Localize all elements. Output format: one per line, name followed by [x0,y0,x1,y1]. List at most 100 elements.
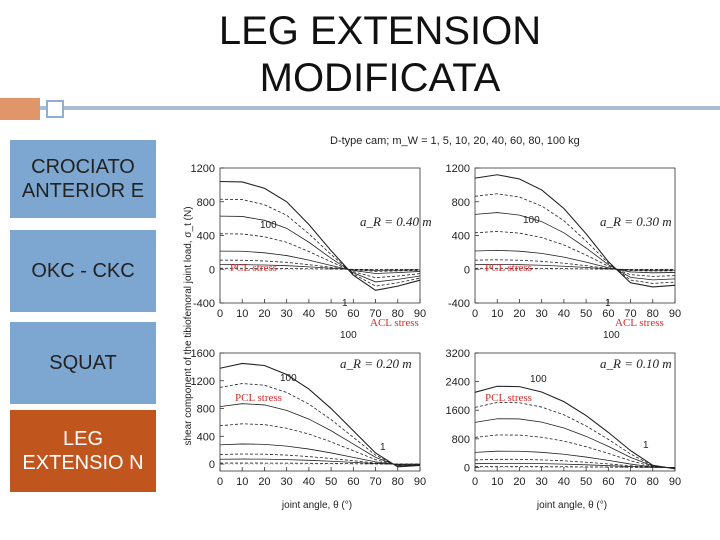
x-tick-label: 70 [369,476,381,488]
x-tick-label: 10 [491,476,503,488]
x-tick-label: 10 [236,308,248,320]
x-tick-label: 10 [491,308,503,320]
series-line-60-kg [474,418,676,469]
y-tick-label: -400 [448,298,470,310]
sidebar-item-crociato-anteriore[interactable]: CROCIATO ANTERIOR E [10,140,156,218]
series-line-20-kg [219,443,421,466]
x-tick-label: 80 [392,308,404,320]
series-line-80-kg [219,383,421,467]
x-tick-label: 30 [536,476,548,488]
x-tick-label: 70 [369,308,381,320]
series-min-label: 1 [605,298,611,309]
acl-stress-label: ACL stress [615,317,664,329]
x-tick-label: 0 [217,476,223,488]
y-tick-label: 800 [452,434,470,446]
plot-frame [474,167,676,304]
x-tick-label: 90 [414,476,426,488]
y-tick-label: 1600 [191,348,215,360]
series-line-1-kg [220,267,421,270]
x-tick-label: 70 [624,308,636,320]
x-tick-label: 80 [647,476,659,488]
sidebar-item-leg-extension[interactable]: LEG EXTENSIO N [10,410,156,492]
panel-title: a_R = 0.20 m [340,356,412,371]
y-tick-label: -400 [193,298,215,310]
series-line-10-kg [474,458,676,468]
y-tick-label: 800 [452,197,470,209]
y-tick-label: 0 [464,264,470,276]
x-tick-label: 20 [513,308,525,320]
series-line-100-kg [474,385,676,470]
acl-stress-label: ACL stress [370,317,419,329]
series-max-label: 100 [280,373,297,384]
x-tick-label: 10 [236,476,248,488]
series-line-80-kg [474,193,676,284]
y-tick-label: 3200 [446,348,470,360]
x-tick-label: 60 [347,308,359,320]
x-axis-label-right: joint angle, θ (°) [536,500,607,511]
x-tick-label: 20 [258,308,270,320]
y-tick-label: 400 [197,231,215,243]
x-tick-label: 90 [669,476,681,488]
panel-title: a_R = 0.10 m [600,356,672,371]
series-line-20-kg [219,250,421,274]
series-line-5-kg [474,264,676,271]
series-min-label: 1 [380,442,386,453]
x-axis-label-left: joint angle, θ (°) [281,500,352,511]
pcl-stress-label: PCL stress [235,392,282,404]
pcl-stress-label: PCL stress [485,392,532,404]
shear-force-figure: D-type cam; m_W = 1, 5, 10, 20, 40, 60, … [183,135,682,511]
series-line-100-kg [219,180,421,291]
x-tick-label: 30 [536,308,548,320]
series-line-100-kg [219,362,421,468]
x-tick-label: 20 [258,476,270,488]
y-tick-label: 1200 [446,163,470,175]
series-min-label: 1 [643,440,649,451]
y-tick-label: 0 [209,264,215,276]
y-tick-label: 800 [197,404,215,416]
x-tick-label: 90 [669,308,681,320]
x-tick-label: 0 [217,308,223,320]
series-line-80-kg [219,198,421,287]
series-max-label: 100 [530,374,547,385]
x-tick-label: 0 [472,476,478,488]
series-line-5-kg [219,264,421,271]
figure-header: D-type cam; m_W = 1, 5, 10, 20, 40, 60, … [330,135,580,147]
series-min-label: 1 [342,298,348,309]
x-tick-label: 40 [558,308,570,320]
panel-bottom-right: 0 800 1600 2400 3200 0 10 20 30 40 50 60 70 80 90 a_R =… [446,348,682,488]
y-tick-label: 1200 [191,163,215,175]
slide-title: LEG EXTENSION MODIFICATA [218,9,542,100]
x-tick-label: 60 [347,476,359,488]
series-max-label: 100 [260,220,277,231]
y-tick-label: 0 [209,459,215,471]
series-line-20-kg [474,450,676,469]
plot-frame [474,352,676,472]
x-tick-label: 40 [303,308,315,320]
pcl-stress-label: PCL stress [485,262,532,274]
series-max-negative-label: 100 [340,330,357,341]
x-tick-label: 50 [580,308,592,320]
y-tick-label: 1600 [446,405,470,417]
panel-title: a_R = 0.30 m [600,214,672,229]
x-tick-label: 80 [392,476,404,488]
sidebar-item-squat[interactable]: SQUAT [10,322,156,404]
x-tick-label: 60 [602,476,614,488]
series-line-10-kg [474,259,676,272]
series-line-60-kg [219,215,421,283]
y-tick-label: 400 [452,231,470,243]
x-tick-label: 50 [580,476,592,488]
x-tick-label: 40 [303,476,315,488]
series-line-20-kg [474,249,676,274]
panel-bottom-left: 0 400 800 1200 1600 0 10 20 30 40 50 60 70 80 90 a_R = … [191,348,427,488]
y-tick-label: 0 [464,462,470,474]
sidebar-item-okc-ckc[interactable]: OKC - CKC [10,230,156,312]
plot-frame [219,167,421,304]
x-tick-label: 40 [558,476,570,488]
x-tick-label: 90 [414,308,426,320]
series-line-60-kg [219,403,421,467]
title-accent-bar [0,98,40,120]
series-line-40-kg [474,434,676,469]
series-line-60-kg [474,212,676,281]
